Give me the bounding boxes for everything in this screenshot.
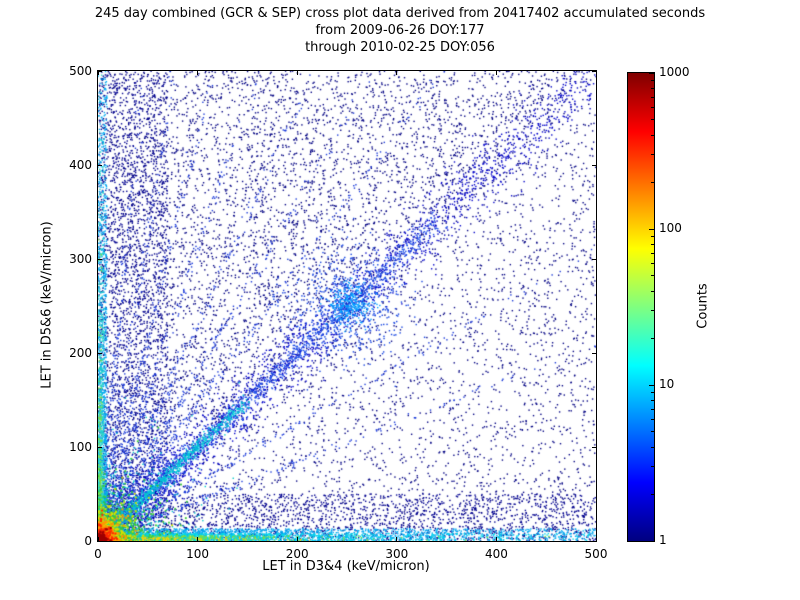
colorbar-minor-tick [651,310,654,312]
x-tick [197,537,199,541]
x-tick-label: 0 [94,547,102,561]
x-tick-label: 100 [186,547,210,561]
colorbar-minor-tick [651,235,654,237]
y-tick [592,70,596,72]
y-tick [98,258,102,260]
scatter-canvas [98,71,596,541]
x-tick-label: 400 [484,547,508,561]
colorbar-gradient [628,73,654,541]
x-tick [396,537,398,541]
x-tick [296,71,298,75]
plot-area: 0 100 200 300 400 500 0 100 200 300 400 500 [69,64,607,561]
colorbar-minor-tick [651,154,654,156]
colorbar-minor-tick [651,252,654,254]
chart-title: 245 day combined (GCR & SEP) cross plot … [94,6,706,21]
y-tick [98,540,102,542]
chart-subtitle-2: through 2010-02-25 DOY:056 [305,40,495,55]
x-tick [396,71,398,75]
colorbar-tick [649,228,654,230]
y-tick [98,352,102,354]
colorbar-minor-tick [651,419,654,421]
colorbar-minor-tick [651,391,654,393]
colorbar-minor-tick [651,119,654,121]
colorbar-minor-tick [651,399,654,401]
colorbar-tick [649,72,654,74]
colorbar-tick-label: 1 [659,533,667,547]
colorbar-minor-tick [651,275,654,277]
x-tick-label: 500 [584,547,608,561]
x-tick [495,537,497,541]
colorbar-tick-label: 1000 [659,65,690,79]
colorbar-minor-tick [651,337,654,339]
colorbar-minor-tick [651,263,654,265]
x-tick [197,71,199,75]
y-tick-label: 100 [69,440,92,454]
colorbar-minor-tick [651,134,654,136]
colorbar-minor-tick [651,181,654,183]
x-tick [495,71,497,75]
colorbar-tick [649,540,654,542]
colorbar-minor-tick [651,290,654,292]
colorbar-tick [649,384,654,386]
y-tick-label: 500 [69,64,92,78]
x-tick [97,537,99,541]
colorbar-label: Counts [695,283,711,329]
colorbar-tick-label: 10 [659,377,675,391]
x-tick [296,537,298,541]
x-tick [595,71,597,75]
colorbar [627,72,655,542]
colorbar-minor-tick [651,107,654,109]
y-tick [98,164,102,166]
chart-subtitle-1: from 2009-06-26 DOY:177 [315,23,485,38]
y-tick [592,540,596,542]
y-tick [592,446,596,448]
colorbar-minor-tick [651,79,654,81]
colorbar-minor-tick [651,243,654,245]
colorbar-tick-label: 100 [659,221,682,235]
y-tick [592,164,596,166]
x-tick [97,71,99,75]
y-tick [592,352,596,354]
colorbar-minor-tick [651,408,654,410]
x-tick-label: 200 [285,547,309,561]
x-tick-label: 300 [385,547,409,561]
x-tick [595,537,597,541]
colorbar-minor-tick [651,96,654,98]
colorbar-minor-tick [651,431,654,433]
colorbar-minor-tick [651,466,654,468]
colorbar-minor-tick [651,446,654,448]
colorbar-minor-tick [651,493,654,495]
y-tick-label: 200 [69,346,92,360]
x-axis-label: LET in D3&4 (keV/micron) [262,559,430,574]
y-tick-label: 300 [69,252,92,266]
colorbar-minor-tick [651,87,654,89]
y-axis-label: LET in D5&6 (keV/micron) [39,221,55,389]
y-tick-label: 400 [69,158,92,172]
y-tick-label: 0 [84,534,92,548]
y-tick [98,70,102,72]
y-tick [592,258,596,260]
y-tick [98,446,102,448]
